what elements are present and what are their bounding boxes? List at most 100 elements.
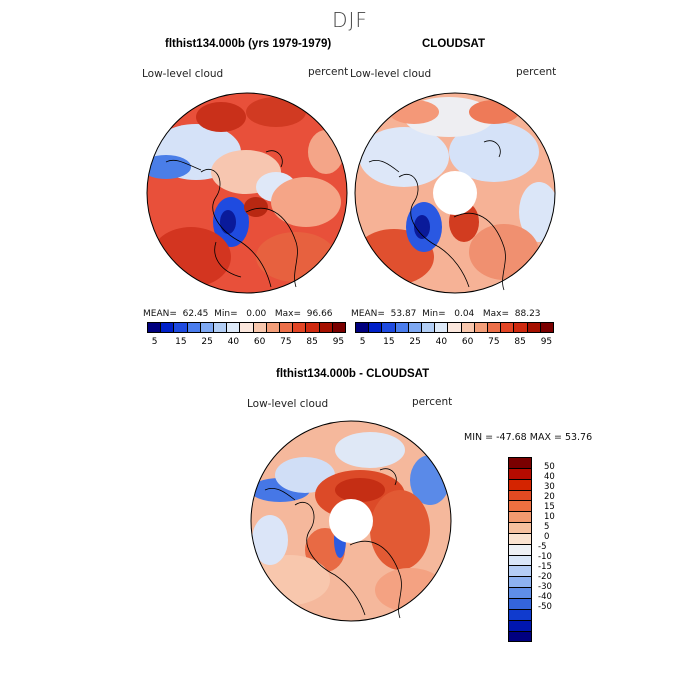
panel-3-minmax: MIN = -47.68 MAX = 53.76 [464,432,593,443]
colorbar-tick-label: -15 [538,562,552,573]
colorbar-swatch [509,458,531,469]
colorbar-tick-label: 5 [544,521,550,532]
panel-1-units-label: percent [308,66,349,78]
panel-2-variable-label: Low-level cloud [350,68,432,80]
colorbar-swatch [509,588,531,599]
colorbar-swatch [266,323,281,332]
colorbar-tick-label: 40 [227,337,240,347]
colorbar-swatch [509,620,531,632]
panel-2-stats: MEAN= 53.87 Min= 0.04 Max= 88.23 [351,309,541,319]
colorbar-swatch [356,323,370,332]
colorbar-difference [508,457,532,643]
colorbar-swatch [514,323,528,332]
panel-3-variable-label: Low-level cloud [247,398,329,410]
colorbar-swatch [382,323,396,332]
colorbar-swatch [448,323,462,332]
panel-1-stats: MEAN= 62.45 Min= 0.00 Max= 96.66 [143,309,333,319]
colorbar-tick-label: -40 [538,592,552,603]
colorbar-tick-label: 0 [544,531,550,542]
colorbar-swatch [214,323,228,332]
colorbar-tick-label: 15 [383,337,395,347]
panel-2-title: CLOUDSAT [422,38,486,50]
colorbar-swatch [227,323,241,332]
colorbar-tick-label: 85 [514,337,526,347]
colorbar-tick-label: 25 [409,337,421,347]
colorbar-swatch [293,323,307,332]
colorbar-swatch [509,501,531,513]
colorbar-tick-label: -5 [538,541,547,552]
colorbar-swatch [280,323,294,332]
colorbar-tick-label: -10 [538,552,552,562]
colorbar-swatch [509,479,531,491]
colorbar-tick-label: 25 [201,337,213,347]
colorbar-difference-ticks: 50 40 30 20 15 10 5 0 -5 -10 -15 -20 -30 -40 -50 [538,457,578,627]
colorbar-tick-label: 60 [461,337,474,347]
colorbar-swatch [474,323,489,332]
colorbar-swatch [509,533,531,545]
colorbar-swatch [461,323,475,332]
panel-1-title: flthist134.000b (yrs 1979-1979) [165,38,332,50]
colorbar-swatch [253,323,267,332]
colorbar-swatch [509,609,531,621]
colorbar-swatch [408,323,423,332]
colorbar-swatch [332,323,346,332]
colorbar-swatch [161,323,175,332]
colorbar-tick-label: 40 [435,337,448,347]
colorbar-tick-label: 95 [332,337,345,347]
colorbar-swatch [501,323,515,332]
colorbar-swatch [240,323,254,332]
colorbar-swatch [369,323,383,332]
colorbar-tick-label: 10 [544,511,555,522]
colorbar-tick-label: 5 [151,337,158,347]
colorbar-swatch [509,490,531,502]
colorbar-swatch [509,523,531,534]
panel-2-units-label: percent [516,66,557,78]
colorbar-swatch [319,323,333,332]
colorbar-tick-label: 15 [175,337,187,347]
colorbar-panel-1 [147,322,346,333]
colorbar-swatch [306,323,320,332]
panel-3-units-label: percent [412,396,453,408]
colorbar-tick-label: 95 [540,337,553,347]
colorbar-tick-label: 30 [544,481,555,492]
colorbar-tick-label: 50 [544,461,555,472]
colorbar-tick-label: -30 [538,582,552,593]
colorbar-tick-label: -50 [538,602,552,613]
colorbar-swatch [187,323,201,332]
colorbar-swatch [395,323,409,332]
colorbar-swatch [509,566,531,578]
colorbar-swatch [422,323,436,332]
colorbar-swatch [540,323,554,332]
map-cloudsat-polar [354,92,556,294]
colorbar-swatch [148,323,162,332]
colorbar-swatch [509,598,531,610]
colorbar-tick-label: 15 [544,501,555,512]
colorbar-swatch [509,544,531,556]
colorbar-swatch [435,323,449,332]
colorbar-swatch [509,512,531,524]
panel-3-title: flthist134.000b - CLOUDSAT [276,368,430,380]
colorbar-swatch [174,323,188,332]
colorbar-tick-label: 5 [359,337,366,347]
colorbar-tick-label: 40 [544,471,555,482]
colorbar-swatch [509,577,531,589]
colorbar-tick-label: 75 [488,337,500,347]
map-difference-polar [250,420,452,622]
colorbar-panel-1-ticks: 5 15 25 40 60 75 85 95 [147,337,346,349]
colorbar-panel-2-ticks: 5 15 25 40 60 75 85 95 [355,337,554,349]
colorbar-swatch [509,555,531,567]
colorbar-tick-label: -20 [538,572,552,583]
colorbar-swatch [509,631,531,642]
colorbar-swatch [527,323,541,332]
colorbar-tick-label: 60 [253,337,266,347]
map-model-polar [146,92,348,294]
colorbar-tick-label: 85 [306,337,318,347]
colorbar-swatch [200,323,215,332]
figure-title: DJF [332,8,368,32]
colorbar-tick-label: 20 [544,491,555,502]
colorbar-tick-label: 75 [280,337,292,347]
panel-1-variable-label: Low-level cloud [142,68,224,80]
colorbar-panel-2 [355,322,554,333]
colorbar-swatch [509,468,531,480]
colorbar-swatch [488,323,502,332]
